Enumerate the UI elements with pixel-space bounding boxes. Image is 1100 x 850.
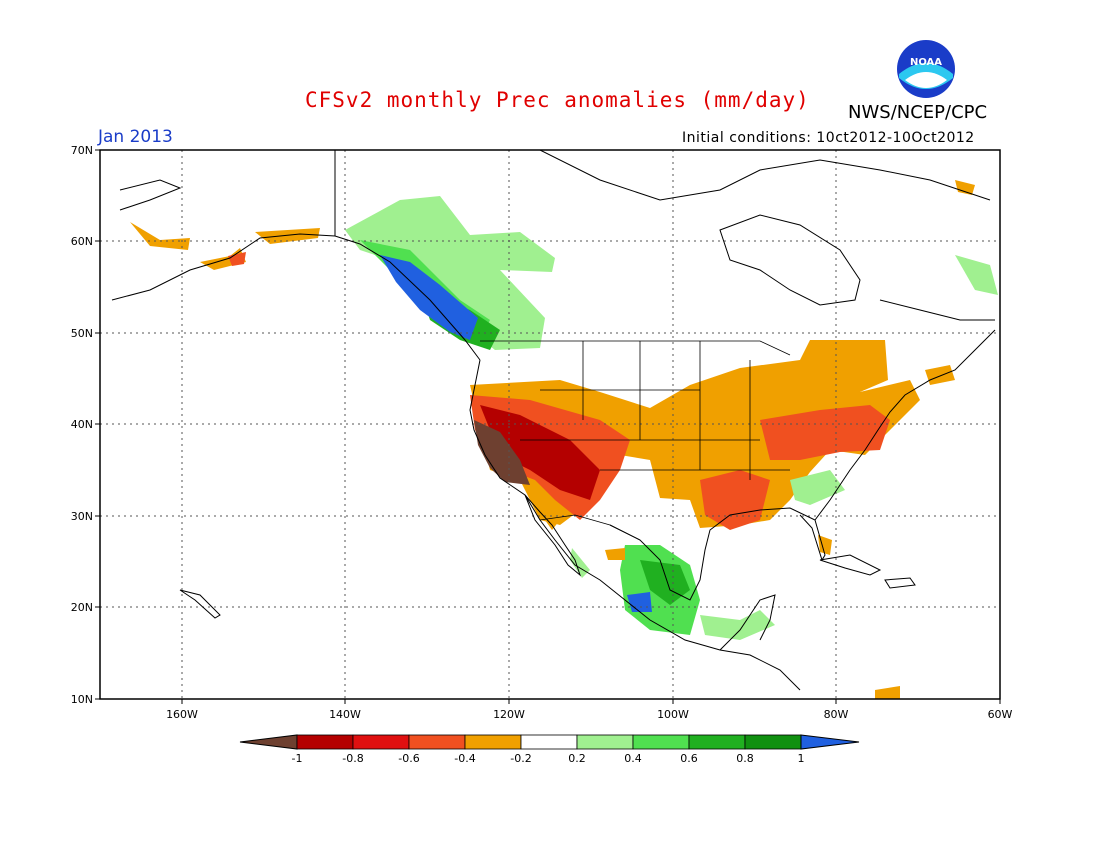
lat-label: 20N xyxy=(71,601,93,614)
political-borders xyxy=(480,340,791,541)
region-western-canada xyxy=(345,196,555,350)
forecast-month: Jan 2013 xyxy=(98,127,173,147)
lat-label: 60N xyxy=(71,235,93,248)
latitude-labels: 70N 60N 50N 40N 30N 20N 10N xyxy=(71,144,93,706)
organization-label: NWS/NCEP/CPC xyxy=(848,102,988,123)
region-california-southwest xyxy=(474,420,530,485)
region-alaska-coast xyxy=(130,222,190,250)
chart-title: CFSv2 monthly Prec anomalies (mm/day) xyxy=(305,88,810,112)
initial-conditions: Initial conditions: 10ct2012-10Oct2012 xyxy=(682,130,975,146)
lon-label: 160W xyxy=(166,708,198,721)
region-mid-atlantic xyxy=(760,405,890,460)
lat-label: 30N xyxy=(71,510,93,523)
region-southwest-interior xyxy=(480,405,600,500)
lat-lon-grid xyxy=(100,150,1000,699)
anomaly-shading xyxy=(130,180,998,699)
lon-label: 140W xyxy=(329,708,361,721)
lon-label: 100W xyxy=(657,708,689,721)
lat-label: 70N xyxy=(71,144,93,157)
lat-label: 50N xyxy=(71,327,93,340)
lon-label: 80W xyxy=(824,708,849,721)
coastlines xyxy=(111,150,996,691)
lat-label: 40N xyxy=(71,418,93,431)
region-southeast-us xyxy=(790,470,845,505)
lon-label: 120W xyxy=(493,708,525,721)
lat-label: 10N xyxy=(71,693,93,706)
axis-ticks xyxy=(95,149,1001,704)
lon-label: 60W xyxy=(988,708,1013,721)
region-lower-mississippi xyxy=(700,470,770,530)
noaa-logo-icon: NOAA xyxy=(897,40,955,98)
logo-text: NOAA xyxy=(910,57,942,68)
longitude-labels: 160W 140W 120W 100W 80W 60W xyxy=(166,708,1012,721)
